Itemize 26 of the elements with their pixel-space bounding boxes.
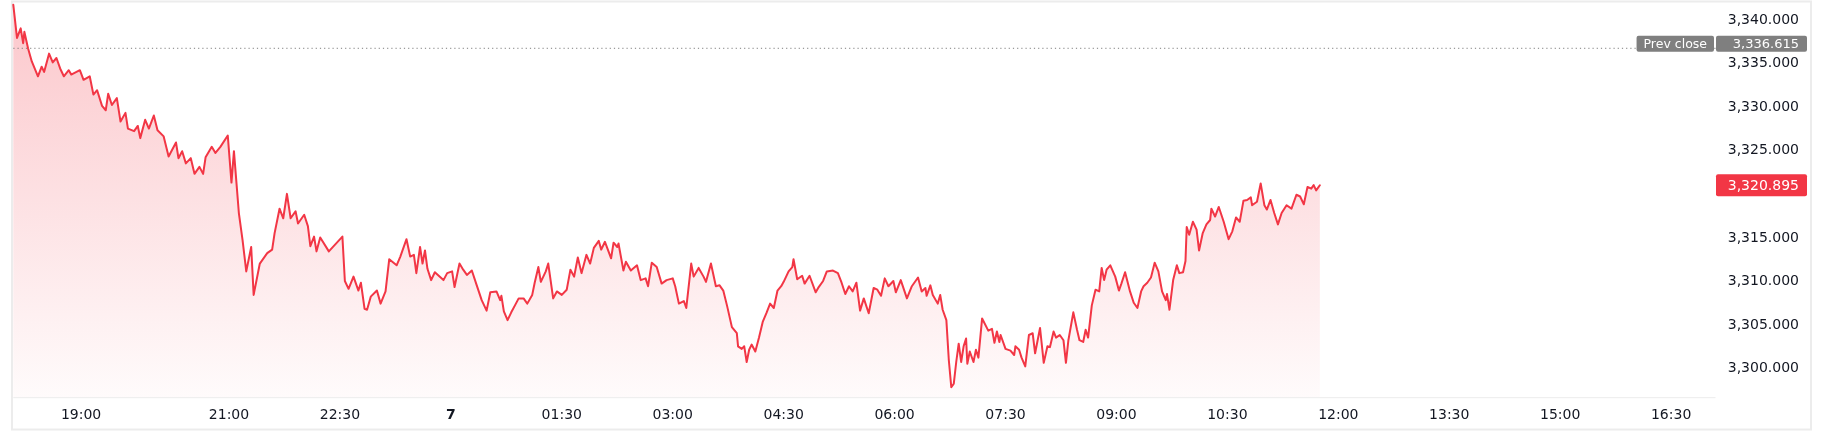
x-tick-label: 04:30	[763, 406, 804, 422]
y-tick-label: 3,320.895	[1727, 177, 1799, 194]
x-tick-label: 10:30	[1207, 406, 1248, 422]
y-tick-label: 3,305.000	[1727, 315, 1799, 332]
x-tick-label: 13:30	[1429, 406, 1470, 422]
x-tick-label: 21:00	[208, 406, 250, 422]
y-tick-label: 3,335.000	[1727, 54, 1799, 71]
y-tick-label: 3,315.000	[1727, 228, 1799, 245]
x-tick-label: 01:30	[541, 406, 582, 422]
x-tick-label: 15:00	[1540, 406, 1581, 422]
x-tick-label: 12:00	[1318, 406, 1359, 422]
x-tick-label: 07:30	[985, 406, 1026, 422]
y-tick-label: 3,325.000	[1727, 141, 1799, 158]
ref-line-label: Prev close	[1643, 36, 1708, 52]
x-tick-label: 19:00	[60, 406, 102, 422]
x-tick-label: 16:30	[1650, 406, 1692, 422]
y-tick-label: 3,336.615	[1732, 36, 1799, 52]
x-tick-label: 03:00	[652, 406, 693, 422]
y-tick-label: 3,310.000	[1727, 272, 1799, 289]
x-tick-label: 06:00	[874, 406, 915, 422]
y-tick-label: 3,330.000	[1727, 97, 1799, 114]
y-tick-label: 3,340.000	[1727, 10, 1799, 27]
x-tick-label: 22:30	[319, 406, 361, 422]
y-tick-label: 3,300.000	[1727, 359, 1799, 376]
x-tick-label: 09:00	[1096, 406, 1137, 422]
x-tick-label: 7	[445, 406, 456, 422]
